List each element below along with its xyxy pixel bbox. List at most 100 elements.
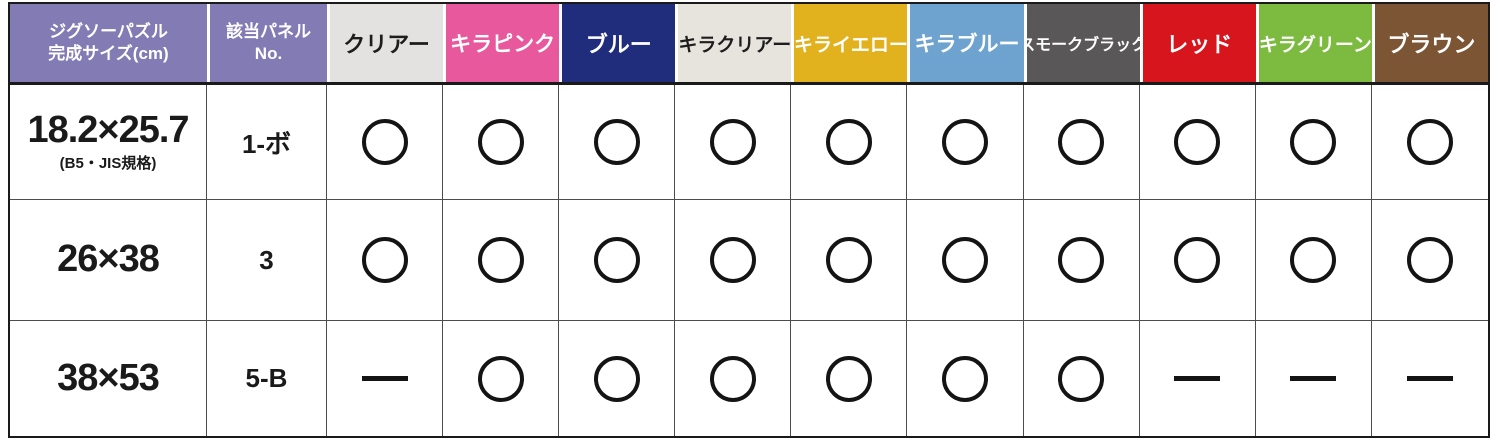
mark-cell [327,321,444,436]
table-header-row: ジグソーパズル 完成サイズ(cm) 該当パネル No. クリアー キラピンク ブルー… [10,4,1488,85]
mark-cell [1139,200,1256,321]
circle-mark [593,237,640,283]
size-value: 18.2×25.7 [27,109,189,152]
mark-cell [791,85,908,200]
circle-mark [1406,119,1453,165]
mark-cell [675,321,792,436]
circle-mark [1058,119,1105,165]
col-header-panel-no-line1: 該当パネル [226,21,311,41]
col-header-color-1: キラピンク [443,4,560,82]
panel-no-cell: 5-B [207,321,327,436]
circle-mark [361,119,408,165]
mark-cell [559,85,676,200]
mark-cell [791,200,908,321]
mark-cell [1255,85,1372,200]
circle-mark [1406,237,1453,283]
panel-no-cell: 3 [207,200,327,321]
circle-mark [477,119,524,165]
col-header-color-5: キラブルー [907,4,1024,82]
circle-mark [825,355,872,402]
size-cell: 26×38 [10,200,207,321]
circle-mark [709,355,756,402]
circle-mark [1058,355,1105,402]
circle-mark [825,119,872,165]
mark-cell [675,85,792,200]
mark-cell [907,200,1024,321]
circle-mark [593,119,640,165]
mark-cell [1023,321,1140,436]
col-header-color-label: ブラウン [1387,32,1476,57]
col-header-color-label: スモークブラック [1023,37,1140,54]
mark-cell [1371,200,1488,321]
col-header-color-8: キラグリーン [1255,4,1372,82]
mark-cell [1371,85,1488,200]
mark-cell [1023,85,1140,200]
mark-cell [1255,200,1372,321]
panel-compatibility-table: ジグソーパズル 完成サイズ(cm) 該当パネル No. クリアー キラピンク ブルー… [8,2,1490,438]
mark-cell [327,200,444,321]
size-cell: 18.2×25.7 (B5・JIS規格) [10,85,207,200]
circle-mark [709,237,756,283]
col-header-puzzle-size-line2: 完成サイズ(cm) [48,44,169,63]
table-body: 18.2×25.7 (B5・JIS規格) 1-ボ 26×38 3 38×53 5-B [10,85,1488,436]
mark-cell [327,85,444,200]
mark-cell [443,321,560,436]
mark-cell [443,85,560,200]
dash-mark [361,376,408,381]
col-header-color-label: ブルー [585,32,652,57]
col-header-color-label: キラクリアー [678,34,792,56]
size-note: (B5・JIS規格) [59,154,157,172]
col-header-color-label: レッド [1166,32,1233,57]
col-header-color-label: キラグリーン [1258,34,1372,56]
col-header-color-4: キライエロー [791,4,908,82]
col-header-panel-no: 該当パネル No. [207,4,327,82]
col-header-puzzle-size: ジグソーパズル 完成サイズ(cm) [10,4,207,82]
col-header-puzzle-size-line1: ジグソーパズル [49,21,168,41]
circle-mark [709,119,756,165]
size-cell: 38×53 [10,321,207,436]
size-value: 38×53 [57,356,160,399]
mark-cell [907,321,1024,436]
dash-mark [1290,376,1337,381]
mark-cell [559,200,676,321]
circle-mark [825,237,872,283]
col-header-color-2: ブルー [559,4,676,82]
col-header-panel-no-line2: No. [254,44,283,63]
panel-no-value: 3 [259,244,274,275]
col-header-color-7: レッド [1139,4,1256,82]
circle-mark [1058,237,1105,283]
panel-no-value: 1-ボ [241,128,292,159]
mark-cell [907,85,1024,200]
col-header-color-label: クリアー [343,32,430,57]
col-header-color-9: ブラウン [1371,4,1488,82]
col-header-color-label: キラブルー [914,33,1020,56]
mark-cell [559,321,676,436]
panel-no-value: 5-B [245,363,288,393]
mark-cell [791,321,908,436]
mark-cell [1139,85,1256,200]
mark-cell [1023,200,1140,321]
mark-cell [1139,321,1256,436]
col-header-color-0: クリアー [327,4,444,82]
circle-mark [361,237,408,283]
circle-mark [593,355,640,402]
mark-cell [1255,321,1372,436]
circle-mark [477,355,524,402]
circle-mark [1290,237,1337,283]
circle-mark [477,237,524,283]
dash-mark [1406,376,1453,381]
circle-mark [942,237,989,283]
col-header-color-label: キラピンク [450,33,556,56]
col-header-color-6: スモークブラック [1023,4,1140,82]
circle-mark [1174,237,1221,283]
circle-mark [1174,119,1221,165]
col-header-color-3: キラクリアー [675,4,792,82]
panel-no-cell: 1-ボ [207,85,327,200]
dash-mark [1174,376,1221,381]
mark-cell [675,200,792,321]
mark-cell [443,200,560,321]
col-header-color-label: キライエロー [794,34,908,56]
mark-cell [1371,321,1488,436]
size-value: 26×38 [57,238,160,281]
circle-mark [1290,119,1337,165]
